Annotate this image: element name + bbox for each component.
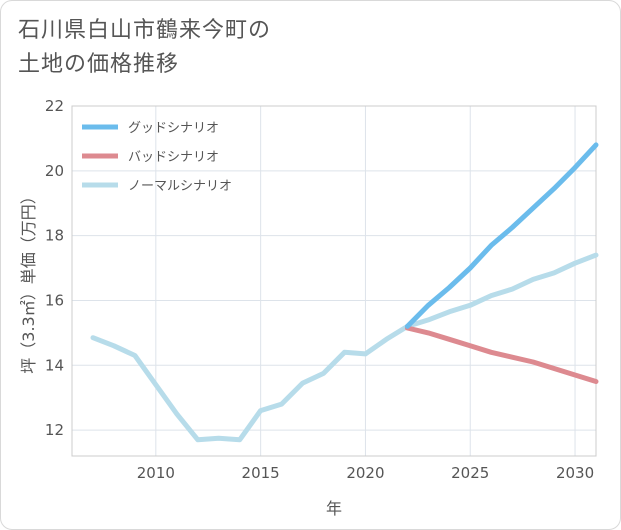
series-line-0 [404,142,599,329]
y-axis-title: 坪（3.3㎡）単価（万円） [19,188,38,373]
y-axis: 12 14 16 18 20 22 [45,97,64,439]
series-line-1 [404,325,599,384]
legend-label-1: バッドシナリオ [128,150,219,165]
y-tick-label-5: 22 [45,97,64,115]
y-tick-label-2: 16 [45,291,64,309]
y-tick-label-3: 18 [45,227,64,245]
chart-title-line-2: 土地の価格推移 [18,52,180,77]
x-tick-label-4: 2030 [556,464,594,482]
x-tick-label-1: 2015 [242,464,280,482]
x-tick-label-2: 2020 [346,464,384,482]
x-axis-title: 年 [326,499,342,518]
x-tick-label-0: 2010 [137,464,175,482]
series-layer [90,142,599,443]
y-tick-label-0: 12 [45,421,64,439]
x-tick-label-3: 2025 [451,464,489,482]
legend-label-0: グッドシナリオ [128,121,219,136]
y-tick-label-1: 14 [45,356,64,374]
chart-title: 石川県白山市鶴来今町の 土地の価格推移 [18,14,271,82]
grid [72,105,596,456]
plot-area [71,105,597,457]
legend-label-2: ノーマルシナリオ [128,179,232,194]
x-axis: 2010 2015 2020 2025 2030 [137,464,594,482]
chart-title-line-1: 石川県白山市鶴来今町の [18,18,272,43]
y-tick-label-4: 20 [45,162,64,180]
series-line-2 [90,252,599,443]
